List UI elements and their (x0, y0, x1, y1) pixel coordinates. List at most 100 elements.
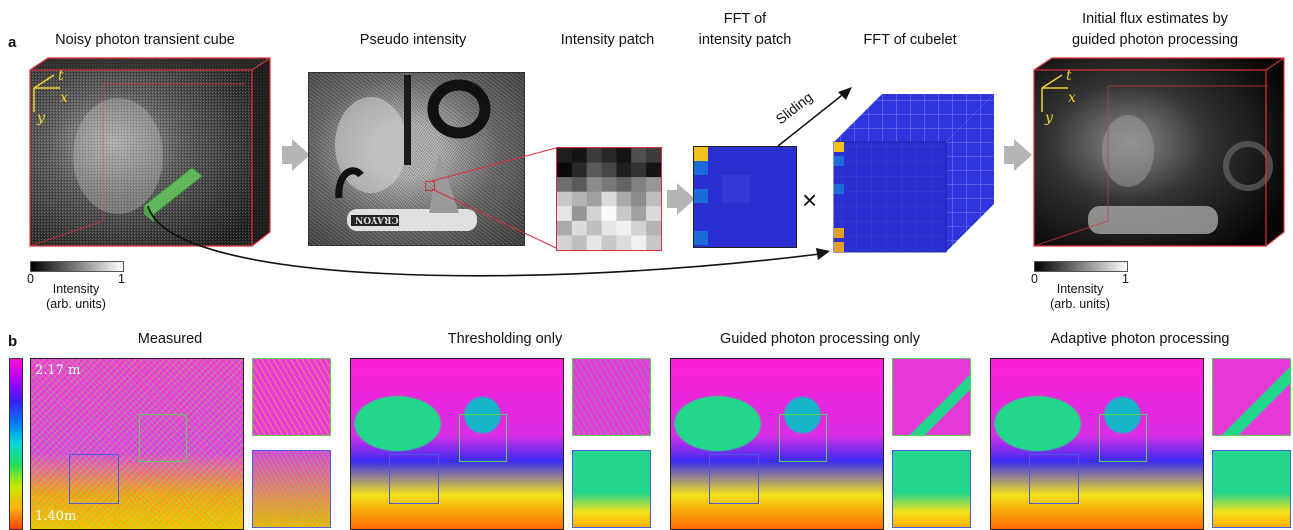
patch-pixel (646, 162, 662, 178)
fft-cell (694, 189, 708, 203)
colorbar-right-min: 0 (1031, 272, 1038, 286)
guided-inset-blue (892, 450, 971, 528)
axis-label-t-left: t (58, 68, 64, 84)
roi-green-measured (139, 414, 187, 462)
fft-cell (694, 231, 708, 245)
patch-pixel (557, 162, 573, 178)
title-pseudo-intensity: Pseudo intensity (359, 32, 467, 48)
depth-max-label: 2.17 m (35, 363, 81, 378)
patch-pixel (616, 177, 632, 193)
patch-pixel (616, 162, 632, 178)
patch-pixel (557, 191, 573, 207)
patch-pixel (646, 235, 662, 251)
patch-pixel (631, 177, 647, 193)
arrow-right-1-shaft (282, 146, 292, 164)
noisy-cube-svg (29, 57, 271, 247)
patch-pixel (571, 191, 588, 207)
patch-pixel (616, 148, 632, 164)
patch-pixel (571, 235, 588, 251)
intensity-patch-svg (557, 148, 662, 251)
roi-green-guided (779, 414, 827, 462)
axis-label-x-right: x (1068, 90, 1076, 106)
zoom-lines (420, 105, 570, 265)
fft-intensity-patch (693, 146, 797, 248)
zoom-lines-svg (431, 147, 557, 249)
patch-pixel (601, 148, 617, 164)
patch-pixel (631, 148, 647, 164)
patch-pixel (601, 235, 617, 251)
sliding-arrow (770, 80, 860, 152)
title-intensity-patch: Intensity patch (560, 32, 655, 48)
patch-pixel (631, 220, 647, 236)
patch-pixel (646, 220, 662, 236)
patch-pixel (557, 220, 573, 236)
colorbar-left-min: 0 (27, 272, 34, 286)
patch-pixel (631, 235, 647, 251)
colorbar-right-label-line2: (arb. units) (1050, 297, 1110, 311)
patch-marker (425, 181, 435, 191)
roi-green-thresholding (459, 414, 507, 462)
patch-pixel (616, 191, 632, 207)
depth-colorbar (9, 358, 23, 530)
title-guided: Guided photon processing only (720, 331, 920, 347)
axes-icon-right (1038, 70, 1098, 130)
patch-pixel (571, 206, 588, 222)
roi-green-adaptive (1099, 414, 1147, 462)
patch-pixel (571, 148, 588, 164)
patch-pixel (601, 162, 617, 178)
title-adaptive: Adaptive photon processing (1050, 331, 1230, 347)
title-measured: Measured (137, 331, 203, 347)
patch-pixel (557, 206, 573, 222)
fft-cubelet-svg (833, 94, 994, 253)
depth-min-label: 1.40m (35, 509, 77, 524)
patch-pixel (631, 206, 647, 222)
patch-pixel (616, 206, 632, 222)
roi-blue-thresholding (389, 454, 439, 504)
axes-svg-right (1041, 74, 1068, 112)
title-initial-flux-line1: Initial flux estimates by (1082, 11, 1228, 27)
panel-a-letter: a (8, 34, 17, 51)
colorbar-left-label-line2: (arb. units) (46, 297, 106, 311)
arrow-right-2-shaft (667, 190, 677, 208)
patch-pixel (586, 235, 603, 251)
arrow-right-3-head (1014, 139, 1032, 171)
title-fft-cubelet: FFT of cubelet (863, 32, 957, 48)
patch-pixel (646, 177, 662, 193)
measured-inset-green (252, 358, 331, 436)
arrow-right-3-shaft (1004, 146, 1014, 164)
patch-pixel (586, 220, 603, 236)
sliding-arrow-svg (777, 87, 852, 147)
patch-pixel (601, 177, 617, 193)
patch-pixel (646, 148, 662, 164)
patch-pixel (557, 235, 573, 251)
initial-flux-cube-svg (1033, 57, 1285, 247)
patch-pixel (586, 191, 603, 207)
arrow-right-3 (1004, 139, 1032, 171)
title-noisy-cube: Noisy photon transient cube (55, 32, 235, 48)
roi-blue-adaptive (1029, 454, 1079, 504)
patch-pixel (557, 148, 573, 164)
title-fft-patch-line1: FFT of (723, 11, 767, 27)
patch-pixel (646, 191, 662, 207)
colorbar-left-label-line1: Intensity (52, 282, 100, 296)
patch-pixel (586, 177, 603, 193)
long-curved-arrow (130, 200, 850, 290)
axis-label-t-right: t (1066, 68, 1072, 84)
pseudo-intensity-shapes (335, 75, 491, 231)
patch-pixel (631, 191, 647, 207)
colorbar-right-max: 1 (1122, 272, 1129, 286)
intensity-patch (556, 147, 662, 251)
patch-pixel (586, 206, 603, 222)
title-fft-patch-line2: intensity patch (698, 32, 792, 48)
fft-cell (722, 175, 750, 203)
arrow-right-1-head (292, 139, 310, 171)
times-symbol: × (802, 185, 818, 215)
patch-pixel (616, 220, 632, 236)
thresholding-inset-green (572, 358, 651, 436)
arrow-right-2 (667, 183, 695, 215)
panel-b-letter: b (8, 333, 18, 350)
roi-blue-guided (709, 454, 759, 504)
adaptive-inset-blue (1212, 450, 1291, 528)
patch-pixel (601, 220, 617, 236)
measured-inset-blue (252, 450, 331, 528)
